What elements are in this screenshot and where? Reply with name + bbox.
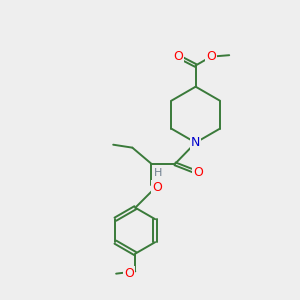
- Text: O: O: [124, 267, 134, 280]
- Text: O: O: [152, 181, 162, 194]
- Text: O: O: [174, 50, 184, 63]
- Text: O: O: [193, 166, 202, 178]
- Text: N: N: [191, 136, 200, 149]
- Text: H: H: [154, 168, 162, 178]
- Text: O: O: [206, 50, 216, 63]
